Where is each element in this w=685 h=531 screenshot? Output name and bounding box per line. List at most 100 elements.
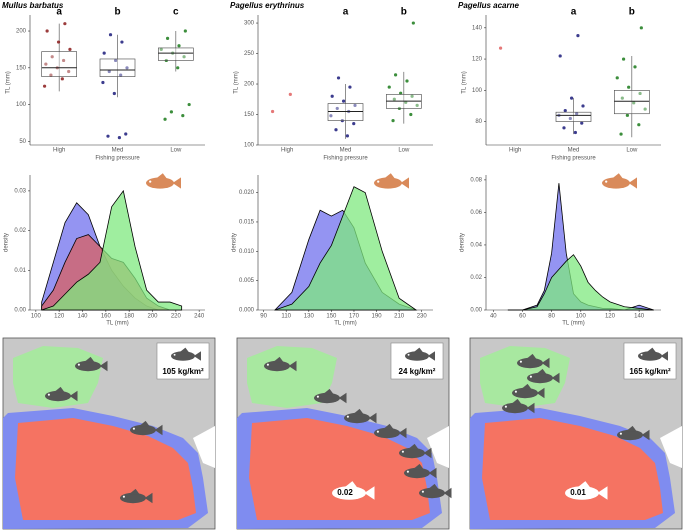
fish-eye — [132, 427, 135, 430]
fish-icon — [130, 420, 163, 436]
fish-eye — [605, 180, 608, 183]
fish-body — [171, 351, 195, 361]
fish-fin — [273, 356, 284, 363]
fish-eye — [619, 432, 622, 435]
data-point — [124, 132, 128, 136]
x-tick-label: 220 — [171, 314, 182, 320]
fish-fin — [646, 347, 656, 353]
data-point — [288, 92, 292, 96]
data-point — [638, 91, 642, 96]
fish-body — [527, 372, 553, 384]
x-tick-label: 200 — [147, 314, 158, 320]
x-tick-label: 240 — [194, 314, 205, 320]
fish-eye — [504, 405, 507, 408]
data-point — [348, 85, 352, 89]
x-tick-label: Low — [398, 148, 410, 154]
data-point — [101, 80, 105, 85]
data-point — [639, 26, 643, 30]
fish-icon — [399, 443, 432, 459]
fish-icon — [517, 353, 550, 369]
fish-eye — [335, 489, 339, 493]
fish-fin — [129, 488, 140, 495]
fish-icon — [264, 356, 297, 372]
box — [614, 90, 650, 115]
y-tick-label: 50 — [19, 139, 26, 145]
fish-icon — [120, 488, 153, 504]
data-point — [68, 47, 72, 52]
fish-tail — [541, 357, 550, 369]
data-point — [409, 112, 413, 117]
data-point — [159, 47, 163, 52]
x-tick-label: Low — [170, 148, 182, 154]
fish-fin — [139, 420, 150, 427]
data-point — [341, 99, 346, 103]
y-tick-label: 0.08 — [470, 177, 482, 183]
x-tick-label: 40 — [490, 314, 497, 320]
fish-body — [602, 177, 630, 189]
significance-letter: b — [629, 7, 635, 18]
y-tick-label: 150 — [16, 65, 27, 71]
data-point — [575, 112, 579, 116]
data-point — [106, 134, 110, 138]
fish-body — [264, 360, 290, 372]
fish-eye — [407, 353, 410, 356]
fish-fin — [611, 173, 623, 179]
significance-letter: c — [173, 7, 179, 18]
fish-body — [399, 447, 425, 459]
y-axis-label: density — [232, 233, 238, 252]
data-point — [181, 113, 185, 118]
y-axis-label: density — [460, 233, 466, 252]
x-tick-label: 120 — [605, 314, 616, 320]
fish-tail — [154, 424, 163, 436]
fish-body — [344, 412, 370, 424]
x-tick-label: 90 — [260, 314, 267, 320]
data-point — [45, 29, 49, 33]
fished-area — [482, 418, 663, 520]
fish-fin — [155, 173, 167, 179]
y-tick-label: 100 — [16, 102, 27, 108]
y-tick-label: 120 — [472, 57, 483, 63]
fish-icon — [374, 173, 409, 189]
fish-body — [332, 486, 366, 500]
fish-tail — [660, 351, 668, 361]
data-point — [615, 76, 619, 80]
data-point — [573, 130, 578, 135]
fish-fin — [323, 388, 334, 395]
fish-icon — [171, 347, 201, 361]
data-point — [102, 51, 106, 55]
data-point — [119, 73, 123, 77]
box — [99, 58, 136, 77]
data-point — [60, 77, 64, 81]
fish-eye — [406, 470, 409, 473]
data-point — [270, 109, 275, 114]
y-tick-label: 80 — [475, 119, 482, 125]
x-tick-label: 230 — [417, 314, 428, 320]
density-box — [623, 342, 677, 380]
box — [327, 103, 364, 121]
fish-eye — [122, 495, 125, 498]
x-tick-label: 170 — [349, 314, 360, 320]
fish-eye — [149, 180, 152, 183]
data-point — [49, 73, 53, 77]
fish-body — [120, 492, 146, 504]
y-tick-label: 0.04 — [470, 243, 482, 249]
mpa-label: 0.01 — [570, 488, 586, 497]
data-point — [498, 46, 503, 50]
fish-icon — [374, 423, 407, 439]
data-point — [108, 33, 113, 37]
fish-icon — [344, 408, 377, 424]
x-tick-label: 100 — [576, 314, 587, 320]
fish-icon — [638, 347, 668, 361]
data-point — [187, 102, 191, 107]
data-point — [563, 109, 567, 113]
data-point — [176, 66, 180, 70]
density-label: 105 kg/km² — [162, 367, 204, 376]
x-tick-label: Med — [340, 148, 352, 154]
fish-fin — [383, 173, 395, 179]
fish-body — [565, 486, 599, 500]
fish-fin — [413, 347, 423, 353]
fish-tail — [428, 467, 437, 479]
fish-body — [75, 360, 101, 372]
data-point — [56, 40, 61, 44]
